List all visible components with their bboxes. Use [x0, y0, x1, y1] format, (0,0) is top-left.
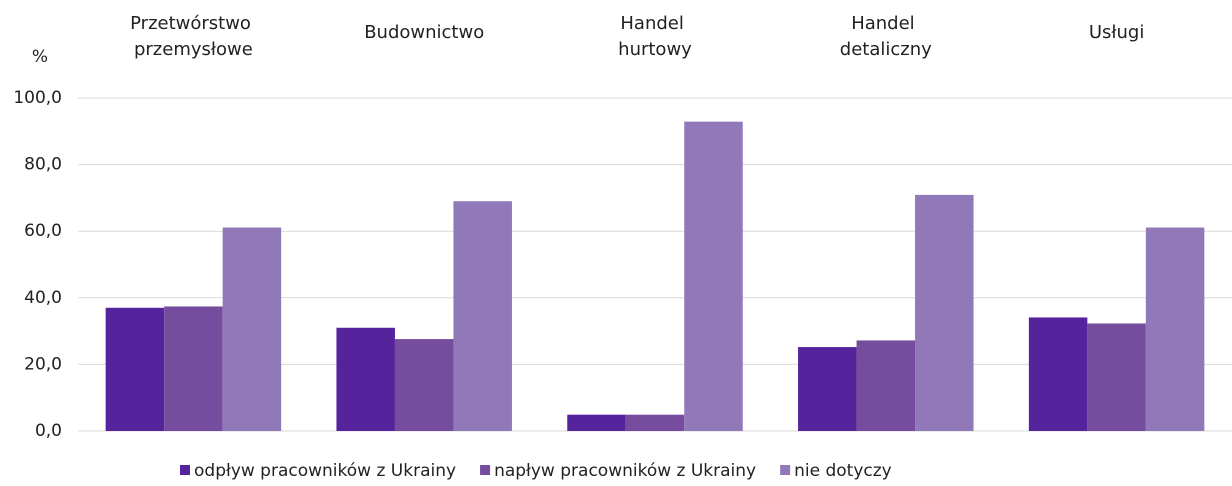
- bar: [164, 306, 223, 431]
- legend: odpływ pracowników z Ukrainy napływ praco…: [180, 461, 892, 481]
- bar: [684, 121, 743, 431]
- y-tick-label: 60,0: [24, 221, 62, 241]
- bar: [394, 339, 454, 431]
- category-label: Przetwórstwo przemysłowe: [130, 13, 257, 60]
- y-tick-label: 100,0: [13, 88, 62, 108]
- legend-label: napływ pracowników z Ukrainy: [494, 461, 756, 481]
- category-label: Usługi: [1089, 22, 1145, 43]
- bar: [222, 227, 282, 431]
- category-label: Handel hurtowy: [618, 13, 692, 60]
- bar: [567, 414, 626, 431]
- bar: [105, 307, 165, 431]
- y-tick-label: 20,0: [24, 354, 62, 374]
- bar: [625, 414, 685, 431]
- y-tick-label: 40,0: [24, 288, 62, 308]
- legend-label: odpływ pracowników z Ukrainy: [194, 461, 456, 481]
- bar: [1028, 317, 1088, 431]
- y-axis-label: %: [32, 47, 48, 67]
- bar: [1087, 323, 1146, 431]
- legend-swatch: [780, 465, 791, 475]
- y-tick-label: 0,0: [35, 421, 62, 441]
- bar: [856, 340, 916, 431]
- legend-label: nie dotyczy: [794, 461, 892, 481]
- bar: [453, 201, 512, 431]
- legend-swatch: [180, 465, 190, 475]
- bar: [798, 347, 857, 431]
- bar: [336, 327, 395, 431]
- y-tick-label: 80,0: [24, 155, 62, 175]
- category-label: Budownictwo: [364, 22, 484, 43]
- bar: [1145, 227, 1205, 431]
- category-label: Handel detaliczny: [840, 13, 932, 60]
- bar: [915, 194, 974, 431]
- legend-swatch: [480, 465, 491, 475]
